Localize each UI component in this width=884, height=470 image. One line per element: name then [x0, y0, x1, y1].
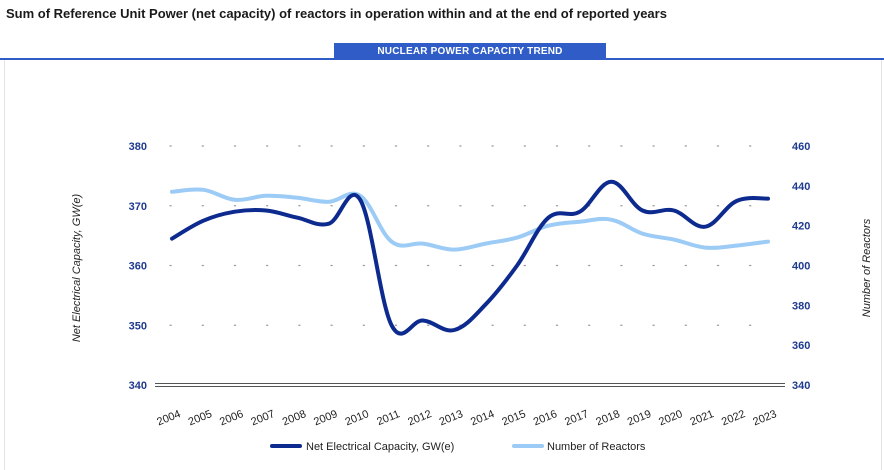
x-tick-label: 2022: [720, 408, 747, 428]
chart-panel: [4, 60, 882, 470]
series-line-net-electrical-capacity[interactable]: [170, 179, 770, 336]
y-left-tick-label: 370: [129, 201, 147, 213]
x-tick-label: 2009: [312, 408, 339, 428]
y-axis-right-title: Number of Reactors: [861, 218, 873, 317]
legend-label-number-of-reactors: Number of Reactors: [547, 441, 646, 453]
y-right-tick-label: 360: [792, 340, 810, 352]
x-tick-label: 2018: [594, 408, 621, 428]
x-tick-label: 2021: [689, 408, 716, 428]
page-title: Sum of Reference Unit Power (net capacit…: [6, 6, 667, 21]
y-axis-left: 340 350 360 370 380: [129, 141, 147, 392]
grid-layer: [155, 145, 785, 387]
y-right-tick-label: 400: [792, 261, 810, 273]
x-tick-label: 2019: [626, 408, 653, 428]
x-tick-label: 2004: [155, 408, 182, 428]
x-axis: 2004 2005 2006 2007 2008 2009 2010 2011 2012 2013…: [155, 408, 778, 428]
y-left-tick-label: 380: [129, 141, 147, 153]
series-line-number-of-reactors[interactable]: [170, 187, 770, 252]
legend: Net Electrical Capacity, GW(e) Number of…: [270, 441, 646, 453]
legend-label-net-electrical-capacity: Net Electrical Capacity, GW(e): [306, 441, 454, 453]
y-right-tick-label: 380: [792, 300, 810, 312]
x-tick-label: 2017: [563, 408, 590, 428]
x-tick-label: 2015: [500, 408, 527, 428]
y-axis-right: 340 360 380 400 420 440 460: [792, 141, 810, 392]
chart-title-tab[interactable]: NUCLEAR POWER CAPACITY TREND: [334, 43, 606, 60]
x-tick-label: 2020: [657, 408, 684, 428]
x-tick-label: 2023: [751, 408, 778, 428]
x-tick-label: 2007: [249, 408, 276, 428]
x-tick-label: 2016: [532, 408, 559, 428]
y-left-tick-label: 340: [129, 380, 147, 392]
x-tick-label: 2011: [375, 408, 401, 428]
x-tick-label: 2012: [406, 408, 433, 428]
y-left-tick-label: 350: [129, 320, 147, 332]
y-right-tick-label: 460: [792, 141, 810, 153]
y-left-tick-label: 360: [129, 261, 147, 273]
y-right-tick-label: 440: [792, 181, 810, 193]
y-axis-left-title: Net Electrical Capacity, GW(e): [71, 193, 83, 342]
x-tick-label: 2010: [343, 408, 370, 428]
x-tick-label: 2008: [281, 408, 308, 428]
x-tick-label: 2006: [218, 408, 245, 428]
x-tick-label: 2005: [187, 408, 214, 428]
x-tick-label: 2013: [438, 408, 465, 428]
x-tick-label: 2014: [469, 408, 496, 428]
y-right-tick-label: 340: [792, 380, 810, 392]
y-right-tick-label: 420: [792, 221, 810, 233]
